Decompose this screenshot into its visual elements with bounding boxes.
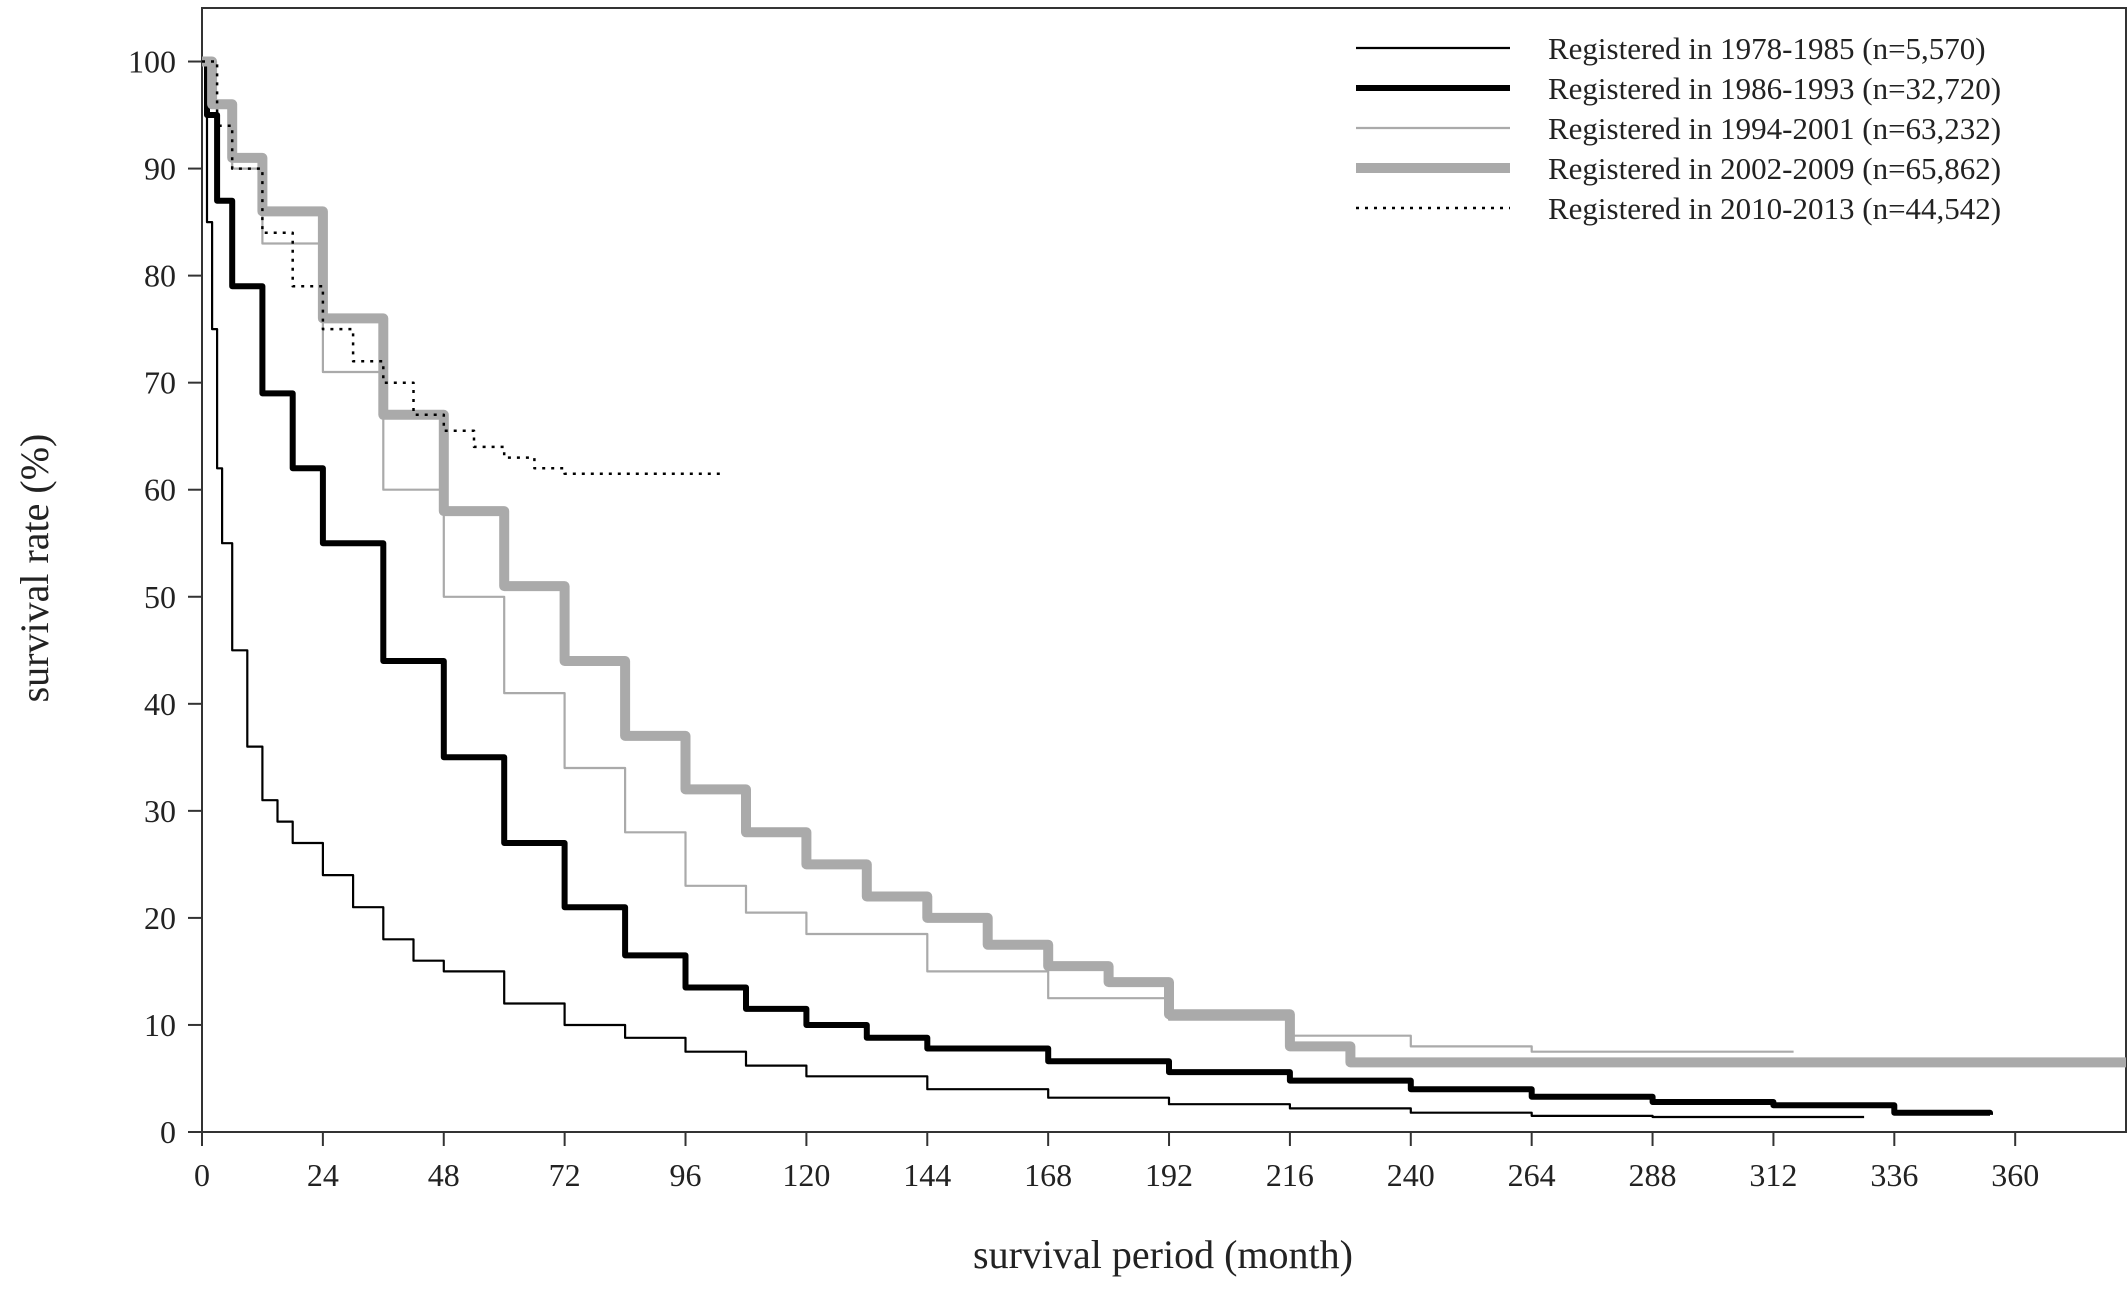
y-tick-label: 80: [144, 258, 176, 294]
legend-label-5: Registered in 2010-2013 (n=44,542): [1548, 191, 2001, 226]
legend-label-1: Registered in 1978-1985 (n=5,570): [1548, 31, 1986, 66]
y-tick-label: 60: [144, 472, 176, 508]
x-tick-label: 216: [1266, 1157, 1314, 1193]
axes: 0 24 48 72 96 120 144 168 192 216 240 264 288 312 336 3…: [128, 7, 2127, 1193]
x-tick-label: 360: [1991, 1157, 2039, 1193]
x-tick-label: 120: [782, 1157, 830, 1193]
x-tick-label: 96: [670, 1157, 702, 1193]
x-tick-label: 48: [428, 1157, 460, 1193]
x-axis-title: survival period (month): [973, 1232, 1353, 1277]
y-tick-label: 0: [160, 1114, 176, 1150]
legend-label-3: Registered in 1994-2001 (n=63,232): [1548, 111, 2001, 146]
x-tick-label: 168: [1024, 1157, 1072, 1193]
y-tick-label: 70: [144, 365, 176, 401]
x-tick-label: 312: [1749, 1157, 1797, 1193]
y-tick-label: 30: [144, 793, 176, 829]
x-tick-label: 288: [1629, 1157, 1677, 1193]
x-tick-label: 264: [1508, 1157, 1556, 1193]
y-tick-label: 20: [144, 900, 176, 936]
legend: Registered in 1978-1985 (n=5,570) Registe…: [1356, 31, 2001, 226]
series-lines: [202, 56, 2126, 1119]
x-tick-label: 144: [903, 1157, 951, 1193]
y-axis-title: survival rate (%): [12, 434, 57, 703]
series-line-2: [202, 58, 1993, 1116]
y-tick-label: 40: [144, 686, 176, 722]
x-tick-label: 0: [194, 1157, 210, 1193]
x-tick-label: 240: [1387, 1157, 1435, 1193]
y-tick-label: 90: [144, 151, 176, 187]
x-tick-label: 24: [307, 1157, 339, 1193]
y-tick-label: 100: [128, 44, 176, 80]
plot-frame: [201, 7, 2127, 1133]
y-tick-label: 10: [144, 1007, 176, 1043]
series-line-4: [202, 56, 2126, 1068]
y-tick-label: 50: [144, 579, 176, 615]
legend-label-4: Registered in 2002-2009 (n=65,862): [1548, 151, 2001, 186]
x-tick-label: 336: [1870, 1157, 1918, 1193]
legend-label-2: Registered in 1986-1993 (n=32,720): [1548, 71, 2001, 106]
series-line-1: [202, 60, 1865, 1119]
x-tick-label: 192: [1145, 1157, 1193, 1193]
x-tick-label: 72: [549, 1157, 581, 1193]
series-line-5: [202, 60, 726, 475]
